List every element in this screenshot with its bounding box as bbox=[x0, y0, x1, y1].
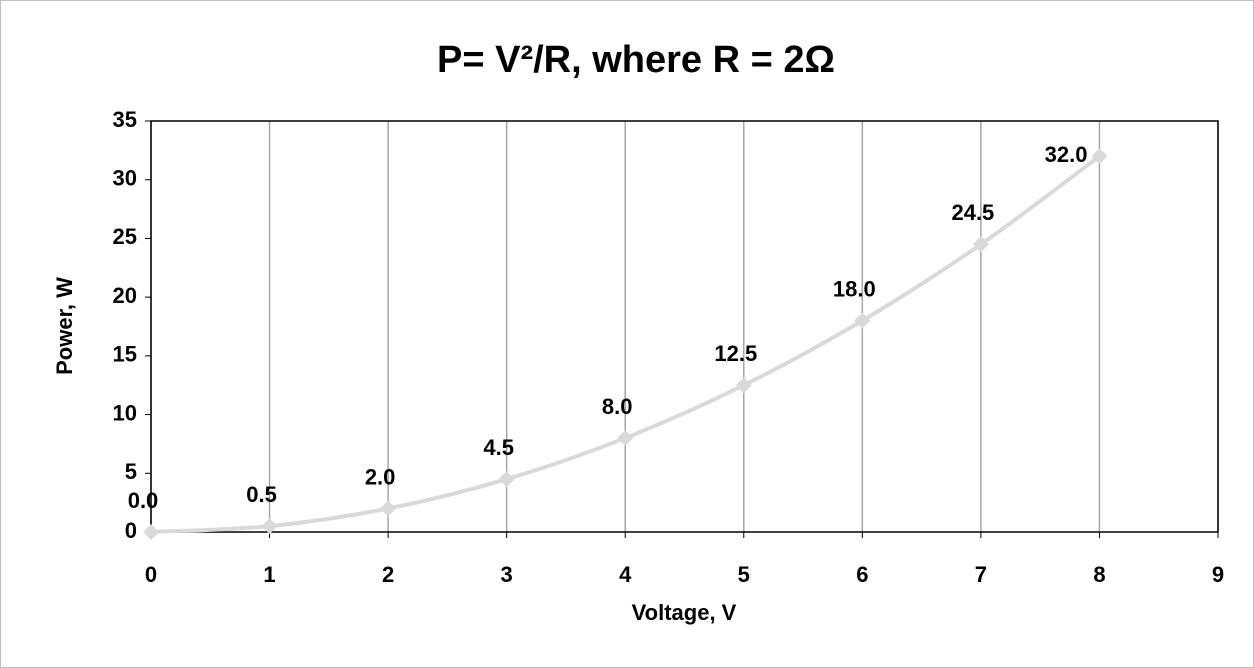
marker bbox=[854, 312, 871, 329]
x-axis-label: Voltage, V bbox=[632, 600, 737, 625]
y-tick-label: 0 bbox=[125, 518, 137, 543]
marker bbox=[972, 236, 989, 253]
data-label: 32.0 bbox=[1045, 142, 1088, 167]
x-tick-label: 0 bbox=[145, 562, 157, 587]
data-label: 18.0 bbox=[833, 276, 876, 301]
x-tick-label: 9 bbox=[1212, 562, 1224, 587]
x-tick-label: 8 bbox=[1093, 562, 1105, 587]
y-tick-label: 10 bbox=[113, 400, 137, 425]
marker bbox=[498, 471, 515, 488]
y-tick-label: 30 bbox=[113, 166, 137, 191]
x-tick-label: 5 bbox=[738, 562, 750, 587]
marker bbox=[143, 524, 159, 540]
x-tick-label: 2 bbox=[382, 562, 394, 587]
x-tick-label: 6 bbox=[856, 562, 868, 587]
marker bbox=[261, 518, 278, 535]
y-tick-label: 25 bbox=[113, 224, 137, 249]
marker bbox=[380, 500, 397, 517]
x-tick-label: 3 bbox=[501, 562, 513, 587]
y-tick-label: 5 bbox=[125, 459, 137, 484]
x-tick-label: 4 bbox=[619, 562, 632, 587]
data-label: 0.5 bbox=[246, 482, 277, 507]
plot-frame bbox=[150, 120, 1219, 533]
data-label: 2.0 bbox=[365, 464, 396, 489]
y-tick-label: 35 bbox=[113, 107, 137, 132]
marker bbox=[617, 430, 634, 447]
y-tick-label: 20 bbox=[113, 283, 137, 308]
data-label: 0.0 bbox=[128, 488, 159, 513]
data-label: 4.5 bbox=[483, 435, 514, 460]
y-axis-label: Power, W bbox=[52, 277, 77, 375]
data-label: 12.5 bbox=[714, 341, 757, 366]
x-tick-label: 7 bbox=[975, 562, 987, 587]
marker bbox=[1091, 148, 1108, 165]
y-tick-label: 15 bbox=[113, 342, 137, 367]
marker bbox=[735, 377, 752, 394]
data-label: 24.5 bbox=[951, 200, 994, 225]
x-tick-label: 1 bbox=[263, 562, 275, 587]
data-label: 8.0 bbox=[602, 394, 633, 419]
chart-title: P= V²/R, where R = 2Ω bbox=[437, 39, 835, 81]
